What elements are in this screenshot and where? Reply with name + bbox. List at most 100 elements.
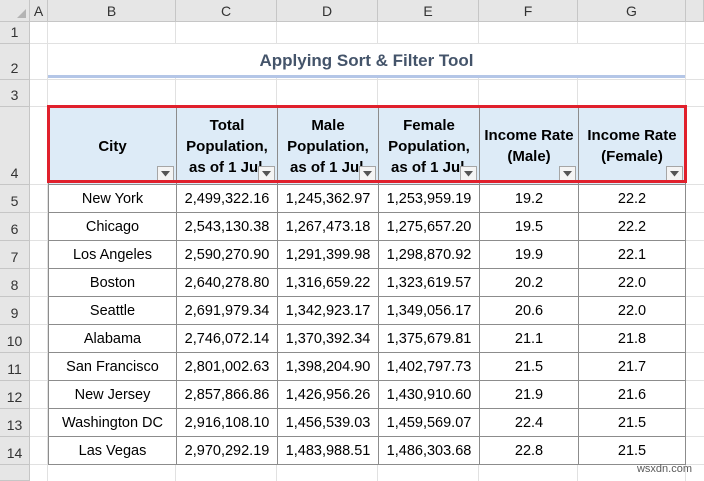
header-line: Income Rate — [484, 127, 574, 144]
value-cell[interactable]: 21.9 — [479, 380, 579, 409]
header-cell-3[interactable]: Male Population, as of 1 Jul — [277, 107, 379, 185]
value-cell[interactable]: 1,323,619.57 — [378, 268, 480, 297]
population-table: City Total Population, as of 1 Jul Male Popul… — [48, 107, 686, 465]
row-header-11[interactable]: 11 — [0, 353, 30, 381]
header-cell-6[interactable]: Income Rate (Female) — [578, 107, 686, 185]
table-row: New Jersey 2,857,866.86 1,426,956.26 1,430,… — [48, 380, 686, 409]
column-header-f[interactable]: F — [479, 0, 578, 22]
row-header-9[interactable]: 9 — [0, 297, 30, 325]
city-cell[interactable]: Seattle — [48, 296, 177, 325]
value-cell[interactable]: 2,801,002.63 — [176, 352, 278, 381]
value-cell[interactable]: 22.0 — [578, 268, 686, 297]
value-cell[interactable]: 21.5 — [578, 436, 686, 465]
filter-dropdown-button[interactable] — [666, 166, 683, 182]
city-cell[interactable]: Las Vegas — [48, 436, 177, 465]
header-cell-4[interactable]: Female Population, as of 1 Jul — [378, 107, 480, 185]
value-cell[interactable]: 1,298,870.92 — [378, 240, 480, 269]
value-cell[interactable]: 20.2 — [479, 268, 579, 297]
filter-dropdown-button[interactable] — [359, 166, 376, 182]
title-cell[interactable]: Applying Sort & Filter Tool — [48, 44, 685, 78]
column-header-a[interactable]: A — [30, 0, 48, 22]
value-cell[interactable]: 22.2 — [578, 212, 686, 241]
row-header-12[interactable]: 12 — [0, 381, 30, 409]
value-cell[interactable]: 1,486,303.68 — [378, 436, 480, 465]
value-cell[interactable]: 20.6 — [479, 296, 579, 325]
value-cell[interactable]: 2,970,292.19 — [176, 436, 278, 465]
value-cell[interactable]: 19.9 — [479, 240, 579, 269]
row-header-14[interactable]: 14 — [0, 437, 30, 465]
row-header-2[interactable]: 2 — [0, 44, 30, 80]
value-cell[interactable]: 21.5 — [479, 352, 579, 381]
city-cell[interactable]: Los Angeles — [48, 240, 177, 269]
city-cell[interactable]: San Francisco — [48, 352, 177, 381]
header-cell-5[interactable]: Income Rate (Male) — [479, 107, 579, 185]
filter-dropdown-button[interactable] — [157, 166, 174, 182]
value-cell[interactable]: 1,375,679.81 — [378, 324, 480, 353]
filter-dropdown-button[interactable] — [460, 166, 477, 182]
city-cell[interactable]: Washington DC — [48, 408, 177, 437]
row-header-13[interactable]: 13 — [0, 409, 30, 437]
city-cell[interactable]: New York — [48, 184, 177, 213]
value-cell[interactable]: 21.5 — [578, 408, 686, 437]
value-cell[interactable]: 1,398,204.90 — [277, 352, 379, 381]
value-cell[interactable]: 2,499,322.16 — [176, 184, 278, 213]
sheet-title: Applying Sort & Filter Tool — [259, 51, 474, 70]
value-cell[interactable]: 1,275,657.20 — [378, 212, 480, 241]
column-header-d[interactable]: D — [277, 0, 378, 22]
value-cell[interactable]: 1,253,959.19 — [378, 184, 480, 213]
filter-dropdown-button[interactable] — [258, 166, 275, 182]
value-cell[interactable]: 21.8 — [578, 324, 686, 353]
value-cell[interactable]: 22.0 — [578, 296, 686, 325]
city-cell[interactable]: New Jersey — [48, 380, 177, 409]
value-cell[interactable]: 2,691,979.34 — [176, 296, 278, 325]
value-cell[interactable]: 1,316,659.22 — [277, 268, 379, 297]
value-cell[interactable]: 22.4 — [479, 408, 579, 437]
value-cell[interactable]: 21.6 — [578, 380, 686, 409]
row-header-6[interactable]: 6 — [0, 213, 30, 241]
value-cell[interactable]: 1,426,956.26 — [277, 380, 379, 409]
select-all-corner[interactable] — [0, 0, 30, 22]
value-cell[interactable]: 1,245,362.97 — [277, 184, 379, 213]
value-cell[interactable]: 2,543,130.38 — [176, 212, 278, 241]
table-header-row: City Total Population, as of 1 Jul Male Popul… — [48, 107, 686, 185]
value-cell[interactable]: 1,349,056.17 — [378, 296, 480, 325]
column-header-g[interactable]: G — [578, 0, 686, 22]
value-cell[interactable]: 22.8 — [479, 436, 579, 465]
column-header-b[interactable]: B — [48, 0, 176, 22]
value-cell[interactable]: 1,483,988.51 — [277, 436, 379, 465]
value-cell[interactable]: 1,402,797.73 — [378, 352, 480, 381]
value-cell[interactable]: 2,857,866.86 — [176, 380, 278, 409]
row-header-7[interactable]: 7 — [0, 241, 30, 269]
value-cell[interactable]: 22.2 — [578, 184, 686, 213]
city-cell[interactable]: Alabama — [48, 324, 177, 353]
value-cell[interactable]: 1,291,399.98 — [277, 240, 379, 269]
value-cell[interactable]: 21.1 — [479, 324, 579, 353]
header-cell-1[interactable]: City — [48, 107, 177, 185]
row-header-8[interactable]: 8 — [0, 269, 30, 297]
value-cell[interactable]: 22.1 — [578, 240, 686, 269]
value-cell[interactable]: 1,370,392.34 — [277, 324, 379, 353]
filter-dropdown-button[interactable] — [559, 166, 576, 182]
row-header-10[interactable]: 10 — [0, 325, 30, 353]
value-cell[interactable]: 2,590,270.90 — [176, 240, 278, 269]
column-header-c[interactable]: C — [176, 0, 277, 22]
value-cell[interactable]: 2,640,278.80 — [176, 268, 278, 297]
city-cell[interactable]: Chicago — [48, 212, 177, 241]
value-cell[interactable]: 21.7 — [578, 352, 686, 381]
row-header-1[interactable]: 1 — [0, 22, 30, 44]
row-header-3[interactable]: 3 — [0, 80, 30, 107]
value-cell[interactable]: 1,430,910.60 — [378, 380, 480, 409]
header-cell-2[interactable]: Total Population, as of 1 Jul — [176, 107, 278, 185]
value-cell[interactable]: 1,456,539.03 — [277, 408, 379, 437]
city-cell[interactable]: Boston — [48, 268, 177, 297]
value-cell[interactable]: 19.5 — [479, 212, 579, 241]
row-header-5[interactable]: 5 — [0, 185, 30, 213]
value-cell[interactable]: 2,746,072.14 — [176, 324, 278, 353]
row-header-4[interactable]: 4 — [0, 107, 30, 185]
value-cell[interactable]: 1,267,473.18 — [277, 212, 379, 241]
value-cell[interactable]: 19.2 — [479, 184, 579, 213]
value-cell[interactable]: 1,342,923.17 — [277, 296, 379, 325]
value-cell[interactable]: 1,459,569.07 — [378, 408, 480, 437]
value-cell[interactable]: 2,916,108.10 — [176, 408, 278, 437]
column-header-e[interactable]: E — [378, 0, 479, 22]
